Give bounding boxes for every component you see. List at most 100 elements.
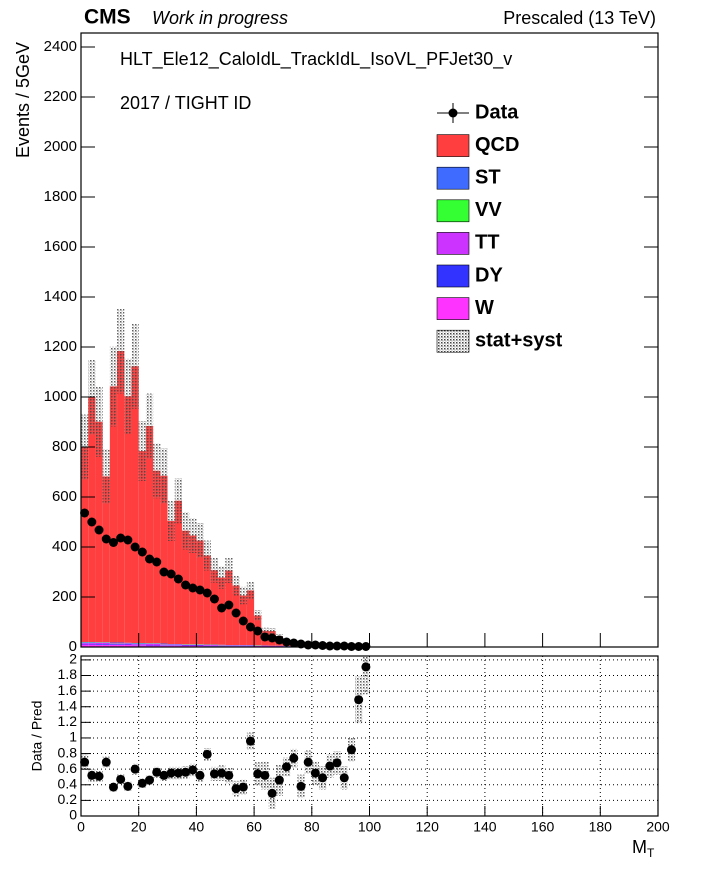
y-tick-label: 200 [52, 588, 77, 605]
ratio-point [108, 782, 118, 792]
x-tick-label: 60 [246, 819, 262, 835]
bar [153, 644, 161, 645]
bar [109, 642, 118, 643]
bar [160, 645, 168, 646]
ratio-point [209, 769, 219, 779]
selection-label: 2017 / TIGHT ID [120, 93, 251, 113]
bar [88, 644, 96, 647]
data-point [209, 594, 219, 604]
data-point [274, 635, 284, 645]
bar [95, 642, 103, 643]
bar [81, 642, 89, 644]
uncertainty-band [239, 586, 247, 605]
data-point [130, 542, 140, 552]
experiment: CMS [84, 6, 131, 29]
data-point [195, 585, 205, 595]
ratio-y-tick-label: 0 [69, 807, 77, 823]
uncertainty-band [95, 386, 103, 457]
bar [102, 643, 110, 644]
legend-swatch [436, 264, 470, 288]
uncertainty-band [160, 448, 168, 504]
bar [254, 645, 262, 647]
ratio-point [137, 778, 147, 788]
uncertainty-band [246, 581, 255, 600]
bar [124, 644, 132, 645]
uncertainty-band [131, 323, 139, 409]
ratio-point [202, 749, 212, 759]
uncertainty-band [138, 421, 146, 481]
legend-label: W [475, 297, 494, 319]
bar [160, 645, 168, 647]
legend-swatch [436, 297, 470, 320]
ratio-point [303, 757, 313, 767]
y-tick-label: 2000 [44, 138, 77, 155]
data-point [181, 580, 191, 590]
bar [131, 643, 139, 644]
bar [210, 570, 219, 645]
bar [88, 642, 96, 644]
y-tick-label: 2400 [44, 38, 77, 55]
bar [81, 643, 89, 645]
bar [81, 644, 89, 647]
x-tick-label: 200 [646, 819, 670, 835]
bar [153, 470, 161, 644]
ratio-point [152, 767, 162, 777]
bar [138, 645, 146, 647]
data-point [267, 633, 277, 643]
bar [275, 646, 283, 647]
data-point [173, 574, 183, 584]
bar [145, 645, 154, 646]
bar [167, 645, 175, 646]
bar [145, 645, 154, 647]
data-point [224, 600, 234, 610]
ratio-point [159, 770, 169, 780]
ratio-point [231, 784, 241, 794]
uncertainty-band [145, 393, 154, 459]
data-point [152, 557, 162, 567]
bar [109, 643, 118, 645]
data-point [116, 533, 126, 543]
ratio-point [166, 768, 176, 778]
status: Work in progress [152, 8, 288, 28]
data-point [202, 588, 212, 598]
uncertainty-band [196, 523, 204, 558]
bar [131, 366, 139, 643]
uncertainty-band [268, 628, 276, 634]
bar [189, 644, 197, 646]
ratio-y-tick-label: 0.2 [58, 791, 78, 807]
bar [153, 643, 161, 644]
ratio-point [188, 765, 198, 775]
data-point [339, 641, 349, 651]
ratio-point [318, 773, 328, 783]
bar [225, 645, 233, 647]
y-tick-label: 600 [52, 488, 77, 505]
y-tick-label: 1400 [44, 288, 77, 305]
bar [95, 643, 103, 644]
ratio-point [310, 768, 320, 778]
y-tick-label: 1000 [44, 388, 77, 405]
y-tick-label: 1600 [44, 238, 77, 255]
bar [131, 644, 139, 646]
x-axis-label-sub: T [647, 846, 655, 860]
ratio-point [130, 764, 140, 774]
bar [145, 426, 154, 644]
bar [167, 521, 175, 644]
ratio-point [325, 761, 335, 771]
x-tick-label: 120 [416, 819, 440, 835]
bar [261, 645, 269, 647]
ratio-y-tick-label: 1.6 [58, 682, 78, 698]
ratio-point [361, 662, 371, 672]
bar [124, 643, 132, 645]
ratio-point [238, 782, 248, 792]
x-tick-label: 180 [589, 819, 613, 835]
ratio-point [224, 770, 234, 780]
data-point [188, 583, 198, 593]
bar [131, 645, 139, 647]
bar [117, 643, 125, 645]
uncertainty-band [167, 501, 175, 541]
ratio-point [332, 758, 342, 768]
data-point [101, 534, 111, 544]
ratio-y-tick-label: 0.6 [58, 760, 78, 776]
y-tick-label: 2200 [44, 88, 77, 105]
bar [232, 645, 240, 647]
